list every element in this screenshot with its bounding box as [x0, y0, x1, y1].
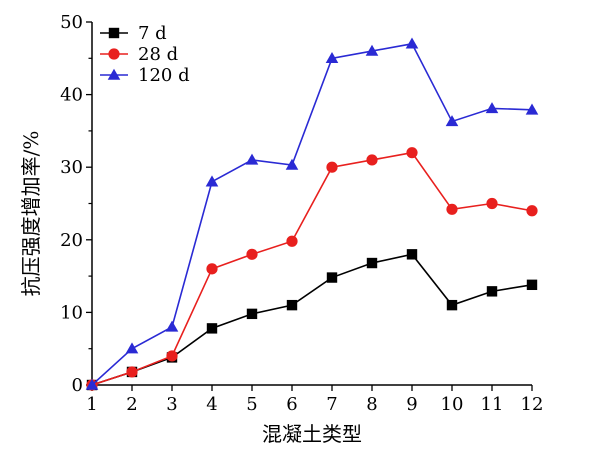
- y-ticks: 0 10 20 30 40 50: [60, 12, 92, 396]
- square-marker: [326, 272, 338, 283]
- circle-marker: [406, 147, 418, 159]
- legend-item: 7 d: [100, 23, 167, 44]
- series-line: [91, 42, 533, 386]
- series-0: [86, 249, 538, 391]
- circle-marker: [108, 48, 120, 60]
- x-tick-label: 8: [366, 394, 377, 415]
- x-tick-label: 7: [326, 394, 337, 415]
- circle-marker: [486, 197, 498, 210]
- x-tick-label: 5: [246, 394, 257, 415]
- circle-marker: [286, 235, 298, 247]
- legend-item: 120 d: [100, 65, 190, 86]
- triangle-marker: [365, 44, 379, 56]
- legend-label: 28 d: [138, 44, 178, 65]
- square-marker: [486, 286, 498, 297]
- triangle-marker: [525, 103, 539, 115]
- y-tick-label: 50: [60, 12, 83, 33]
- triangle-marker: [165, 320, 179, 332]
- y-tick-label: 20: [60, 230, 83, 251]
- circle-marker: [246, 248, 258, 260]
- x-axis-title: 混凝土类型: [262, 422, 362, 446]
- legend-label: 120 d: [138, 65, 190, 86]
- triangle-marker: [405, 37, 419, 49]
- square-marker: [286, 299, 298, 311]
- circle-marker: [446, 203, 458, 215]
- triangle-marker: [485, 102, 499, 114]
- triangle-marker: [85, 378, 99, 390]
- y-tick-label: 30: [60, 157, 83, 178]
- x-tick-label: 12: [521, 394, 544, 415]
- y-tick-label: 40: [60, 85, 83, 106]
- circle-marker: [166, 350, 178, 362]
- legend-label: 7 d: [138, 23, 167, 44]
- x-tick-label: 2: [126, 394, 137, 415]
- square-marker: [206, 323, 218, 334]
- square-marker: [406, 249, 418, 260]
- x-ticks: 1 2 3 4 5 6 7 8 9 10 11 12: [86, 385, 543, 415]
- x-tick-label: 11: [481, 394, 504, 415]
- circle-marker: [526, 205, 538, 217]
- triangle-marker: [325, 52, 339, 64]
- series-line: [91, 253, 533, 386]
- y-axis-title: 抗压强度增加率/%: [19, 131, 43, 297]
- series-2: [85, 37, 539, 390]
- triangle-marker: [205, 175, 219, 187]
- square-marker: [108, 27, 120, 39]
- triangle-marker: [285, 158, 299, 170]
- circle-marker: [126, 366, 138, 378]
- x-tick-label: 10: [441, 394, 464, 415]
- square-marker: [246, 308, 258, 320]
- square-marker: [366, 257, 378, 269]
- x-tick-label: 1: [86, 394, 97, 415]
- series-layer: [85, 37, 539, 391]
- triangle-marker: [245, 153, 259, 165]
- x-tick-label: 3: [166, 394, 177, 415]
- series-line: [91, 151, 533, 386]
- x-tick-label: 9: [406, 394, 417, 415]
- triangle-marker: [445, 115, 459, 127]
- circle-marker: [206, 263, 218, 275]
- x-tick-label: 6: [286, 394, 297, 415]
- circle-marker: [366, 154, 378, 166]
- square-marker: [526, 279, 538, 291]
- square-marker: [446, 299, 458, 311]
- y-tick-label: 0: [72, 375, 83, 396]
- legend-item: 28 d: [100, 44, 178, 65]
- triangle-marker: [107, 68, 121, 80]
- y-tick-label: 10: [60, 302, 83, 323]
- circle-marker: [326, 161, 338, 173]
- series-1: [86, 147, 538, 391]
- triangle-marker: [125, 342, 139, 354]
- x-tick-label: 4: [206, 394, 217, 415]
